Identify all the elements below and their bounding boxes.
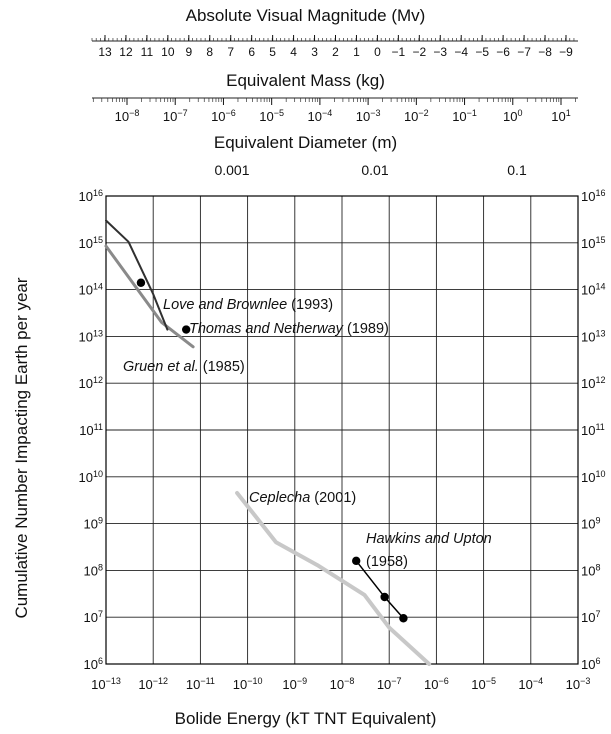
magnitude-tick-label: −7 bbox=[517, 45, 531, 59]
data-point-thomas-and-netherway-1989 bbox=[181, 325, 191, 334]
y-tick-label-right: 106 bbox=[581, 656, 600, 672]
data-point-hawkins-and-upton-1958 bbox=[399, 614, 408, 623]
mass-axis-title: Equivalent Mass (kg) bbox=[226, 71, 385, 90]
magnitude-tick-label: 6 bbox=[248, 45, 255, 59]
magnitude-tick-label: −3 bbox=[433, 45, 447, 59]
magnitude-tick-label: 5 bbox=[269, 45, 276, 59]
magnitude-tick-label: 7 bbox=[227, 45, 234, 59]
annotation-hawkins2: (1958) bbox=[366, 554, 408, 570]
y-tick-label-right: 1014 bbox=[581, 282, 605, 298]
x-tick-label: 10−10 bbox=[233, 676, 263, 692]
magnitude-axis-title: Absolute Visual Magnitude (Mv) bbox=[185, 6, 426, 25]
series-line-gruen-et-al-1985 bbox=[104, 244, 195, 349]
y-tick-label-right: 108 bbox=[581, 562, 600, 578]
x-tick-label: 10−4 bbox=[518, 676, 543, 692]
annotation-thomas: Thomas and Netherway (1989) bbox=[189, 321, 389, 337]
magnitude-tick-label: 3 bbox=[311, 45, 318, 59]
y-tick-label-right: 1015 bbox=[581, 235, 605, 251]
mass-tick-label: 10−8 bbox=[115, 108, 140, 124]
magnitude-tick-label: 1 bbox=[353, 45, 360, 59]
mass-tick-label: 10−4 bbox=[308, 108, 333, 124]
mass-tick-label: 10−2 bbox=[404, 108, 429, 124]
series-line-ceplecha-2001 bbox=[235, 491, 432, 666]
y-tick-label-left: 108 bbox=[84, 562, 103, 578]
x-tick-label: 10−13 bbox=[91, 676, 121, 692]
x-tick-label: 10−7 bbox=[377, 676, 402, 692]
x-tick-label: 10−6 bbox=[424, 676, 449, 692]
x-tick-label: 10−8 bbox=[330, 676, 355, 692]
data-point-thomas-and-netherway-1989 bbox=[136, 278, 146, 287]
mass-tick-label: 10−6 bbox=[211, 108, 236, 124]
mass-tick-label: 10−1 bbox=[452, 108, 477, 124]
y-tick-label-left: 1010 bbox=[79, 469, 103, 485]
annotation-ceplecha: Ceplecha (2001) bbox=[249, 490, 356, 506]
magnitude-tick-label: 8 bbox=[206, 45, 213, 59]
annotation-hawkins1: Hawkins and Upton bbox=[366, 531, 492, 547]
y-tick-label-left: 1016 bbox=[79, 188, 103, 204]
x-axis-title: Bolide Energy (kT TNT Equivalent) bbox=[174, 709, 437, 728]
y-tick-label-right: 109 bbox=[581, 516, 600, 532]
magnitude-tick-label: 0 bbox=[374, 45, 381, 59]
magnitude-tick-label: 12 bbox=[119, 45, 133, 59]
y-tick-label-left: 107 bbox=[84, 609, 103, 625]
x-tick-label: 10−5 bbox=[471, 676, 496, 692]
magnitude-tick-label: −9 bbox=[559, 45, 573, 59]
magnitude-tick-label: −1 bbox=[392, 45, 406, 59]
magnitude-tick-label: −5 bbox=[475, 45, 489, 59]
x-tick-label: 10−12 bbox=[138, 676, 168, 692]
magnitude-tick-label: 11 bbox=[141, 45, 154, 59]
diameter-tick-label: 0.1 bbox=[507, 162, 527, 178]
magnitude-tick-label: −8 bbox=[538, 45, 552, 59]
mass-tick-label: 101 bbox=[551, 108, 570, 124]
mass-tick-label: 100 bbox=[503, 108, 522, 124]
y-tick-label-right: 1012 bbox=[581, 375, 605, 391]
x-tick-label: 10−3 bbox=[566, 676, 591, 692]
data-point-hawkins-and-upton-1958 bbox=[380, 592, 389, 602]
magnitude-tick-label: 10 bbox=[161, 45, 175, 59]
magnitude-tick-label: 9 bbox=[185, 45, 192, 59]
x-tick-label: 10−9 bbox=[282, 676, 307, 692]
y-tick-label-left: 106 bbox=[84, 656, 103, 672]
y-tick-label-right: 1011 bbox=[581, 422, 605, 438]
y-tick-label-right: 1016 bbox=[581, 188, 605, 204]
magnitude-tick-label: 4 bbox=[290, 45, 297, 59]
y-tick-label-right: 1010 bbox=[581, 469, 605, 485]
magnitude-tick-label: −4 bbox=[454, 45, 468, 59]
y-tick-label-left: 1013 bbox=[79, 328, 103, 344]
diameter-axis-title: Equivalent Diameter (m) bbox=[213, 133, 398, 152]
annotation-gruen: Gruen et al. (1985) bbox=[123, 359, 245, 375]
y-tick-label-right: 1013 bbox=[581, 328, 605, 344]
y-tick-label-left: 109 bbox=[84, 516, 103, 532]
magnitude-tick-label: −2 bbox=[412, 45, 426, 59]
data-point-hawkins-and-upton-1958 bbox=[352, 556, 361, 566]
magnitude-tick-label: −6 bbox=[496, 45, 510, 59]
mass-tick-label: 10−5 bbox=[259, 108, 284, 124]
diameter-tick-label: 0.001 bbox=[214, 162, 249, 178]
y-tick-label-left: 1012 bbox=[79, 375, 103, 391]
magnitude-tick-label: 2 bbox=[332, 45, 339, 59]
mass-tick-label: 10−7 bbox=[163, 108, 188, 124]
y-tick-label-left: 1014 bbox=[79, 282, 103, 298]
y-tick-label-left: 1015 bbox=[79, 235, 103, 251]
series-line-love-and-brownlee-1993 bbox=[105, 219, 169, 331]
plot-frame bbox=[105, 195, 579, 665]
y-tick-label-left: 1011 bbox=[79, 422, 103, 438]
mass-tick-label: 10−3 bbox=[356, 108, 381, 124]
magnitude-tick-label: 13 bbox=[98, 45, 112, 59]
y-tick-label-right: 107 bbox=[581, 609, 600, 625]
diameter-tick-label: 0.01 bbox=[361, 162, 388, 178]
annotation-love: Love and Brownlee (1993) bbox=[163, 297, 333, 313]
x-tick-label: 10−11 bbox=[186, 676, 215, 692]
